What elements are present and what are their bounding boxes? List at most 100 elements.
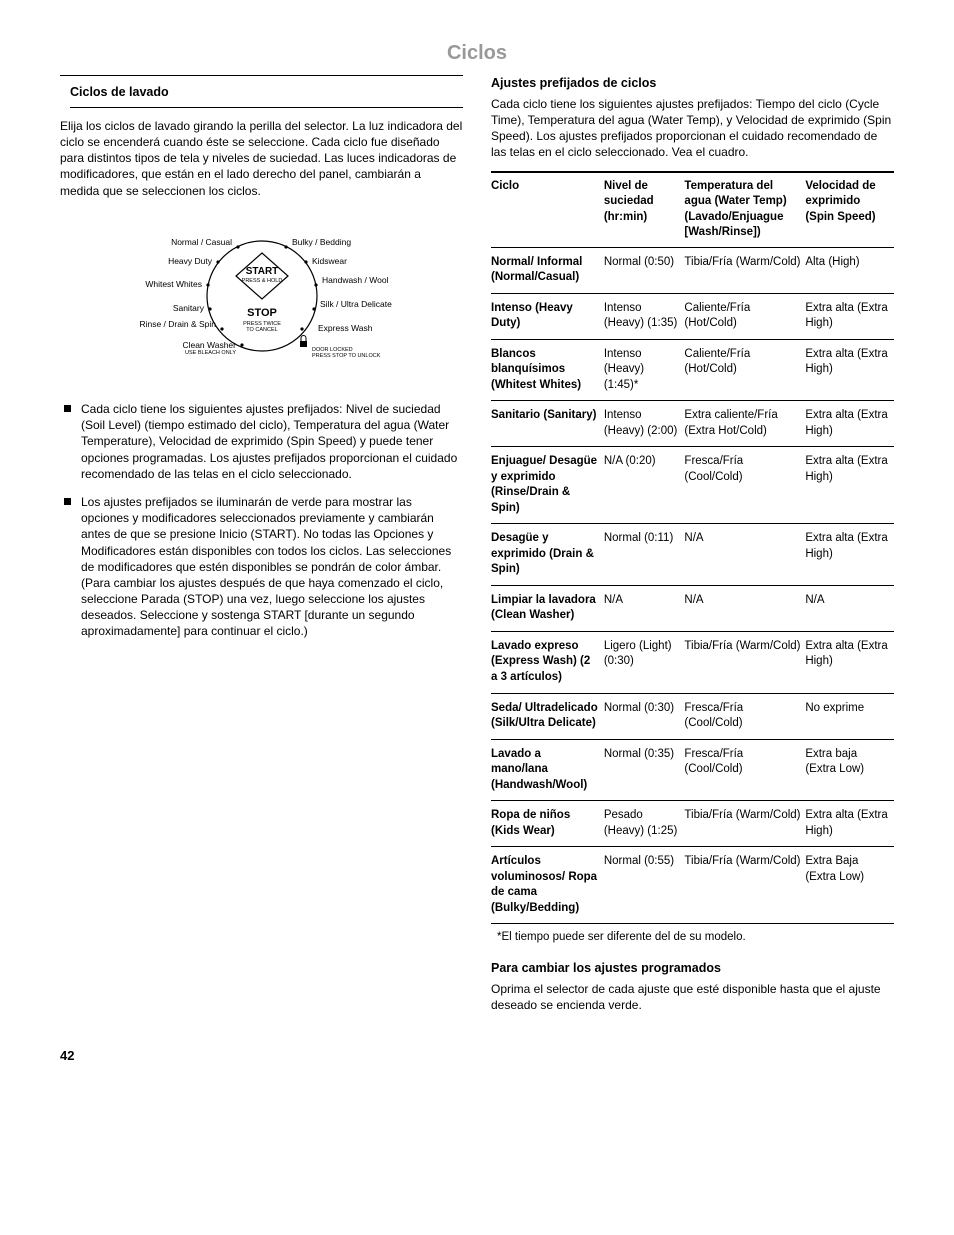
table-row: Intenso (Heavy Duty)Intenso (Heavy) (1:3… [491, 293, 894, 339]
svg-text:Handwash / Wool: Handwash / Wool [322, 275, 389, 285]
table-cell: Extra alta (Extra High) [805, 293, 894, 339]
table-cell: Tibia/Fría (Warm/Cold) [684, 247, 805, 293]
table-cell: Extra alta (Extra High) [805, 801, 894, 847]
table-cell: Extra baja (Extra Low) [805, 739, 894, 801]
table-cell: Seda/ Ultradelicado (Silk/Ultra Delicate… [491, 693, 604, 739]
table-row: Normal/ Informal (Normal/Casual)Normal (… [491, 247, 894, 293]
table-cell: N/A [805, 585, 894, 631]
table-cell: Extra Baja (Extra Low) [805, 847, 894, 924]
table-cell: Intenso (Heavy) (1:35) [604, 293, 685, 339]
change-text: Oprima el selector de cada ajuste que es… [491, 981, 894, 1013]
page-number: 42 [60, 1047, 894, 1065]
table-row: Limpiar la lavadora (Clean Washer)N/AN/A… [491, 585, 894, 631]
table-cell: Tibia/Fría (Warm/Cold) [684, 847, 805, 924]
table-cell: Normal (0:11) [604, 524, 685, 586]
col-temp: Temperatura del agua (Water Temp) (Lavad… [684, 172, 805, 248]
page-title: Ciclos [60, 40, 894, 67]
svg-text:Clean Washer: Clean Washer [182, 340, 236, 350]
dial-left-labels: Normal / Casual Heavy Duty Whitest White… [139, 237, 243, 356]
two-column-layout: Ciclos de lavado Elija los ciclos de lav… [60, 75, 894, 1023]
left-column: Ciclos de lavado Elija los ciclos de lav… [60, 75, 463, 1023]
table-row: Desagüe y exprimido (Drain & Spin)Normal… [491, 524, 894, 586]
bullet-text: Los ajustes prefijados se iluminarán de … [81, 494, 463, 640]
table-cell: Lavado a mano/lana (Handwash/Wool) [491, 739, 604, 801]
table-cell: Enjuague/ Desagüe y exprimido (Rinse/Dra… [491, 447, 604, 524]
col-soil: Nivel de suciedad (hr:min) [604, 172, 685, 248]
table-cell: Fresca/Fría (Cool/Cold) [684, 739, 805, 801]
change-heading: Para cambiar los ajustes programados [491, 960, 894, 977]
table-cell: Extra caliente/Fría (Extra Hot/Cold) [684, 401, 805, 447]
table-cell: Extra alta (Extra High) [805, 631, 894, 693]
table-cell: Extra alta (Extra High) [805, 401, 894, 447]
section-rule: Ciclos de lavado [60, 75, 463, 108]
dial-start: START [245, 266, 278, 277]
table-row: Blancos blanquísimos (Whitest Whites)Int… [491, 339, 894, 401]
table-cell: N/A [684, 524, 805, 586]
col-ciclo: Ciclo [491, 172, 604, 248]
svg-text:Normal / Casual: Normal / Casual [171, 237, 232, 247]
svg-text:USE BLEACH ONLY: USE BLEACH ONLY [185, 350, 236, 356]
table-cell: Normal (0:50) [604, 247, 685, 293]
table-footnote: *El tiempo puede ser diferente del de su… [497, 930, 894, 946]
table-cell: Sanitario (Sanitary) [491, 401, 604, 447]
square-bullet-icon [64, 405, 71, 412]
table-cell: Ropa de niños (Kids Wear) [491, 801, 604, 847]
bullet-item: Los ajustes prefijados se iluminarán de … [64, 494, 463, 640]
table-cell: Ligero (Light) (0:30) [604, 631, 685, 693]
table-header-row: Ciclo Nivel de suciedad (hr:min) Tempera… [491, 172, 894, 248]
table-cell: Fresca/Fría (Cool/Cold) [684, 693, 805, 739]
left-heading: Ciclos de lavado [70, 84, 463, 108]
table-cell: Limpiar la lavadora (Clean Washer) [491, 585, 604, 631]
col-spin: Velocidad de exprimido (Spin Speed) [805, 172, 894, 248]
table-cell: N/A [604, 585, 685, 631]
svg-text:Sanitary: Sanitary [172, 303, 204, 313]
svg-text:Rinse / Drain & Spin: Rinse / Drain & Spin [139, 319, 216, 329]
table-cell: Lavado expreso (Express Wash) (2 a 3 art… [491, 631, 604, 693]
table-cell: Intenso (Heavy) (1:45)* [604, 339, 685, 401]
table-cell: Extra alta (Extra High) [805, 339, 894, 401]
table-cell: Normal (0:35) [604, 739, 685, 801]
right-column: Ajustes prefijados de ciclos Cada ciclo … [491, 75, 894, 1023]
table-cell: Tibia/Fría (Warm/Cold) [684, 631, 805, 693]
table-cell: N/A [684, 585, 805, 631]
table-cell: Extra alta (Extra High) [805, 447, 894, 524]
cycles-table: Ciclo Nivel de suciedad (hr:min) Tempera… [491, 171, 894, 925]
dial-stop-sub2: TO CANCEL [246, 327, 277, 333]
table-cell: Caliente/Fría (Hot/Cold) [684, 339, 805, 401]
table-cell: Blancos blanquísimos (Whitest Whites) [491, 339, 604, 401]
square-bullet-icon [64, 498, 71, 505]
table-row: Seda/ Ultradelicado (Silk/Ultra Delicate… [491, 693, 894, 739]
table-row: Lavado expreso (Express Wash) (2 a 3 art… [491, 631, 894, 693]
dial-diagram: START PRESS & HOLD STOP PRESS TWICE TO C… [60, 211, 463, 385]
table-cell: Fresca/Fría (Cool/Cold) [684, 447, 805, 524]
table-row: Enjuague/ Desagüe y exprimido (Rinse/Dra… [491, 447, 894, 524]
svg-text:PRESS STOP TO UNLOCK: PRESS STOP TO UNLOCK [312, 353, 381, 359]
table-row: Lavado a mano/lana (Handwash/Wool)Normal… [491, 739, 894, 801]
table-cell: N/A (0:20) [604, 447, 685, 524]
table-cell: Intenso (Heavy Duty) [491, 293, 604, 339]
bullet-item: Cada ciclo tiene los siguientes ajustes … [64, 401, 463, 482]
table-row: Ropa de niños (Kids Wear)Pesado (Heavy) … [491, 801, 894, 847]
table-cell: Alta (High) [805, 247, 894, 293]
svg-text:Whitest Whites: Whitest Whites [145, 279, 202, 289]
left-intro: Elija los ciclos de lavado girando la pe… [60, 118, 463, 199]
table-cell: Desagüe y exprimido (Drain & Spin) [491, 524, 604, 586]
table-cell: Caliente/Fría (Hot/Cold) [684, 293, 805, 339]
dial-stop: STOP [247, 307, 277, 319]
table-row: Sanitario (Sanitary)Intenso (Heavy) (2:0… [491, 401, 894, 447]
bullet-list: Cada ciclo tiene los siguientes ajustes … [60, 401, 463, 640]
dial-start-sub: PRESS & HOLD [241, 278, 282, 284]
svg-text:Bulky / Bedding: Bulky / Bedding [292, 237, 351, 247]
table-cell: Pesado (Heavy) (1:25) [604, 801, 685, 847]
table-cell: No exprime [805, 693, 894, 739]
table-row: Artículos voluminosos/ Ropa de cama (Bul… [491, 847, 894, 924]
bullet-text: Cada ciclo tiene los siguientes ajustes … [81, 401, 463, 482]
table-cell: Tibia/Fría (Warm/Cold) [684, 801, 805, 847]
table-cell: Normal (0:30) [604, 693, 685, 739]
svg-text:Heavy Duty: Heavy Duty [168, 256, 213, 266]
table-cell: Artículos voluminosos/ Ropa de cama (Bul… [491, 847, 604, 924]
svg-text:Silk / Ultra Delicate: Silk / Ultra Delicate [320, 299, 392, 309]
right-heading: Ajustes prefijados de ciclos [491, 75, 894, 92]
table-cell: Intenso (Heavy) (2:00) [604, 401, 685, 447]
table-cell: Normal (0:55) [604, 847, 685, 924]
